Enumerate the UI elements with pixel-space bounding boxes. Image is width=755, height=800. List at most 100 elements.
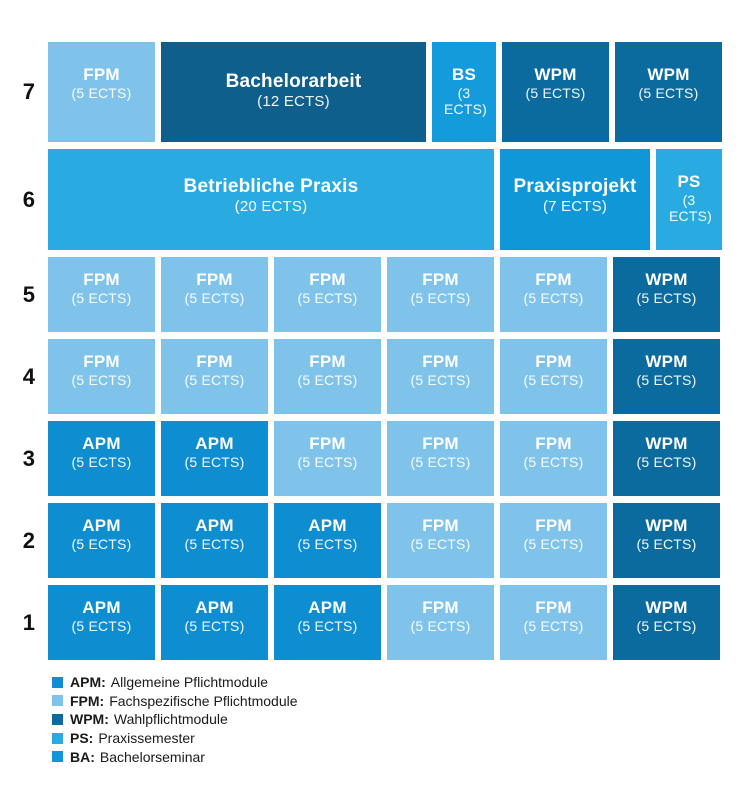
module-ects: (5 ECTS)	[525, 85, 586, 102]
module-title: APM	[308, 598, 347, 617]
module-title: FPM	[535, 270, 572, 289]
module-cell-fpm: FPM (5 ECTS)	[274, 257, 381, 332]
legend-swatch-wpm	[52, 713, 63, 725]
semester-row-1: 1 APM (5 ECTS) APM (5 ECTS) APM (5 ECTS)…	[0, 585, 755, 660]
module-ects: (5 ECTS)	[184, 536, 245, 553]
module-title: FPM	[309, 270, 346, 289]
study-plan-diagram: 7 FPM (5 ECTS) Bachelorarbeit (12 ECTS) …	[0, 42, 755, 766]
legend-item-ps: PS: Praxissemester	[52, 729, 755, 748]
module-ects: (5 ECTS)	[297, 290, 358, 307]
module-title: APM	[195, 598, 234, 617]
module-title: WPM	[645, 516, 688, 535]
module-title: FPM	[535, 434, 572, 453]
module-cell-fpm: FPM (5 ECTS)	[500, 503, 607, 578]
module-ects: (5 ECTS)	[638, 85, 699, 102]
module-title: FPM	[309, 434, 346, 453]
module-cell-wpm: WPM (5 ECTS)	[613, 257, 720, 332]
module-cell-fpm: FPM (5 ECTS)	[500, 257, 607, 332]
module-title: FPM	[422, 270, 459, 289]
module-ects: (5 ECTS)	[184, 290, 245, 307]
semester-cells: APM (5 ECTS) APM (5 ECTS) APM (5 ECTS) F…	[48, 585, 722, 660]
module-ects: (20 ECTS)	[234, 198, 308, 216]
module-cell-wpm: WPM (5 ECTS)	[502, 42, 609, 142]
module-cell-apm: APM (5 ECTS)	[161, 421, 268, 496]
module-title: WPM	[645, 352, 688, 371]
module-ects: (5 ECTS)	[410, 372, 471, 389]
module-title: Bachelorarbeit	[225, 71, 362, 92]
legend-abbr: PS:	[70, 730, 94, 747]
legend-abbr: FPM:	[70, 692, 105, 709]
legend-swatch-ba	[52, 751, 63, 763]
semester-cells: FPM (5 ECTS) FPM (5 ECTS) FPM (5 ECTS) F…	[48, 257, 722, 332]
module-ects: (5 ECTS)	[636, 618, 697, 635]
module-title: FPM	[196, 270, 233, 289]
module-title: WPM	[645, 434, 688, 453]
module-cell-fpm: FPM (5 ECTS)	[161, 257, 268, 332]
legend-abbr: WPM:	[70, 711, 109, 728]
semester-row-2: 2 APM (5 ECTS) APM (5 ECTS) APM (5 ECTS)…	[0, 503, 755, 578]
semester-label: 4	[22, 363, 35, 389]
module-cell-wpm: WPM (5 ECTS)	[613, 585, 720, 660]
semester-row-5: 5 FPM (5 ECTS) FPM (5 ECTS) FPM (5 ECTS)…	[0, 257, 755, 332]
module-cell-apm: APM (5 ECTS)	[274, 503, 381, 578]
legend: APM: Allgemeine Pflichtmodule FPM: Fachs…	[0, 673, 755, 766]
module-title: FPM	[535, 352, 572, 371]
module-title: FPM	[196, 352, 233, 371]
module-title: FPM	[422, 516, 459, 535]
module-ects: (5 ECTS)	[71, 618, 132, 635]
legend-item-ba: BA: Bachelorseminar	[52, 747, 755, 766]
module-ects: (5 ECTS)	[410, 454, 471, 471]
module-title: PS	[677, 172, 701, 191]
module-cell-fpm: FPM (5 ECTS)	[48, 42, 155, 142]
semester-cells: APM (5 ECTS) APM (5 ECTS) FPM (5 ECTS) F…	[48, 421, 722, 496]
module-ects: (5 ECTS)	[297, 454, 358, 471]
module-ects: (5 ECTS)	[410, 290, 471, 307]
module-cell-apm: APM (5 ECTS)	[48, 421, 155, 496]
module-ects: (12 ECTS)	[257, 93, 330, 111]
module-ects: (5 ECTS)	[297, 536, 358, 553]
semester-cells: FPM (5 ECTS) FPM (5 ECTS) FPM (5 ECTS) F…	[48, 339, 722, 414]
module-title: APM	[195, 516, 234, 535]
module-cell-fpm: FPM (5 ECTS)	[48, 257, 155, 332]
module-ects: (5 ECTS)	[636, 536, 697, 553]
module-cell-fpm: FPM (5 ECTS)	[387, 339, 494, 414]
module-ects: (5 ECTS)	[410, 618, 471, 635]
module-ects: (5 ECTS)	[636, 454, 697, 471]
module-title: APM	[195, 434, 234, 453]
module-cell-apm: APM (5 ECTS)	[48, 585, 155, 660]
semester-label: 7	[22, 79, 35, 104]
module-cell-apm: APM (5 ECTS)	[48, 503, 155, 578]
legend-swatch-fpm	[52, 695, 63, 707]
legend-abbr: APM:	[70, 674, 106, 691]
module-ects: (5 ECTS)	[523, 536, 584, 553]
module-ects: (5 ECTS)	[297, 372, 358, 389]
module-ects: (5 ECTS)	[71, 372, 132, 389]
module-ects: (5 ECTS)	[184, 618, 245, 635]
module-title: Betriebliche Praxis	[183, 176, 359, 197]
module-title: WPM	[645, 270, 688, 289]
legend-label: Bachelorseminar	[99, 748, 205, 765]
module-ects: (5 ECTS)	[523, 290, 584, 307]
legend-swatch-ps	[52, 732, 63, 744]
module-cell-fpm: FPM (5 ECTS)	[500, 585, 607, 660]
module-cell-fpm: FPM (5 ECTS)	[500, 421, 607, 496]
legend-item-wpm: WPM: Wahlpflichtmodule	[52, 710, 755, 729]
module-title: WPM	[534, 65, 577, 84]
module-cell-fpm: FPM (5 ECTS)	[161, 339, 268, 414]
legend-label: Fachspezifische Pflichtmodule	[109, 692, 298, 709]
module-ects: (5 ECTS)	[71, 536, 132, 553]
module-cell-fpm: FPM (5 ECTS)	[387, 585, 494, 660]
module-title: FPM	[535, 516, 572, 535]
module-title: APM	[308, 516, 347, 535]
module-cell-fpm: FPM (5 ECTS)	[274, 339, 381, 414]
module-cell-betriebliche-praxis: Betriebliche Praxis (20 ECTS)	[48, 149, 494, 250]
module-cell-apm: APM (5 ECTS)	[161, 503, 268, 578]
module-cell-praxissemester: PS (3 ECTS)	[656, 149, 722, 250]
module-ects: (7 ECTS)	[542, 198, 608, 216]
module-title: FPM	[422, 352, 459, 371]
module-ects: (5 ECTS)	[184, 372, 245, 389]
module-ects: (5 ECTS)	[636, 372, 697, 389]
module-title: APM	[82, 598, 121, 617]
module-title: FPM	[309, 352, 346, 371]
module-title: WPM	[647, 65, 690, 84]
